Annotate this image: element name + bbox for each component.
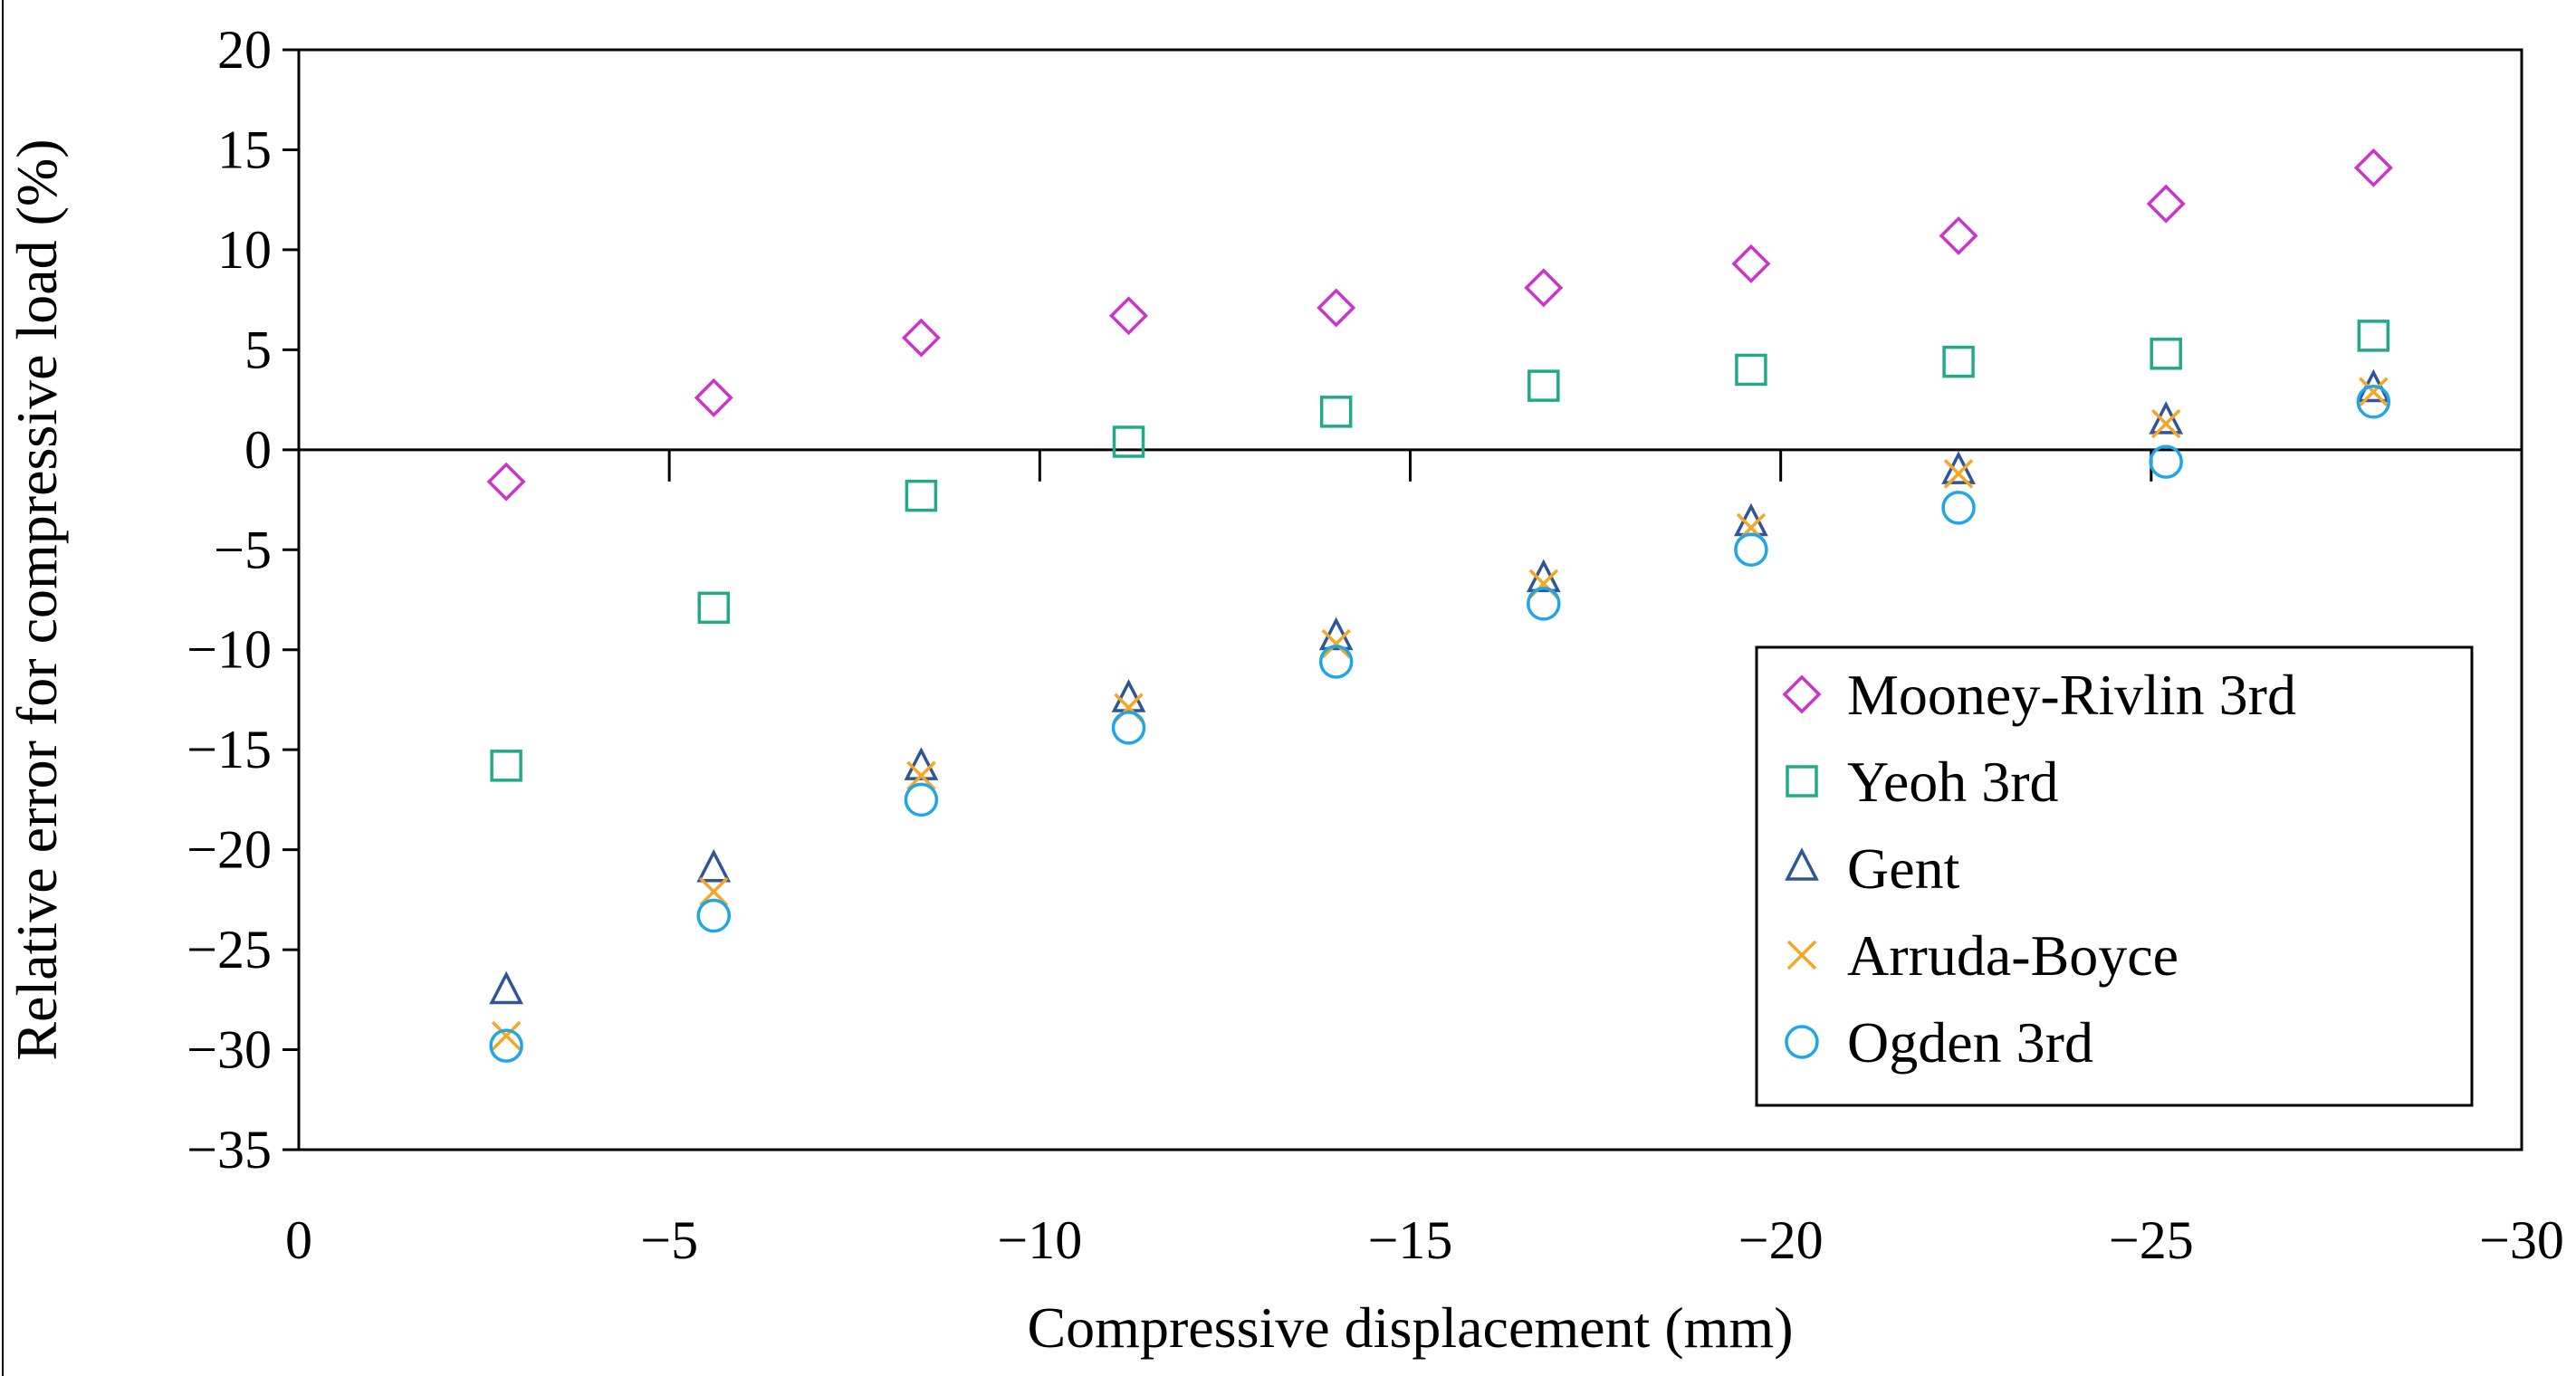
y-tick-label: −35: [187, 1120, 272, 1180]
legend-marker: [1786, 765, 1818, 798]
data-point: [1941, 491, 1976, 525]
data-point: [1735, 353, 1767, 387]
data-point: [1524, 268, 1564, 308]
legend-item: Mooney-Rivlin 3rd: [1782, 663, 2296, 727]
y-tick-label: −5: [214, 520, 272, 579]
data-markers: [486, 148, 2393, 1063]
y-tick-label: 20: [217, 20, 272, 80]
data-point: [697, 591, 731, 625]
data-point: [1527, 369, 1560, 402]
data-point: [1317, 288, 1356, 328]
data-point: [489, 970, 524, 1005]
x-tick-label: −10: [997, 1210, 1082, 1270]
x-tick-label: −25: [2109, 1210, 2194, 1270]
data-point: [696, 848, 732, 883]
legend-label: Gent: [1847, 836, 1960, 901]
data-point: [694, 377, 733, 417]
data-point: [1109, 296, 1149, 336]
legend-item: Ogden 3rd: [1785, 1010, 2093, 1075]
legend-marker: [1785, 1025, 1819, 1059]
y-tick-label: 10: [217, 220, 272, 280]
y-tick-label: −10: [187, 620, 272, 680]
x-tick-label: −30: [2479, 1210, 2564, 1270]
y-axis-title: Relative error for compressive load (%): [5, 139, 69, 1060]
data-point: [2150, 408, 2181, 439]
legend-label: Yeoh 3rd: [1847, 750, 2059, 814]
y-tick-label: −15: [187, 720, 272, 779]
data-point: [1112, 425, 1145, 458]
data-point: [490, 750, 522, 782]
legend-label: Mooney-Rivlin 3rd: [1847, 663, 2296, 727]
legend: Mooney-Rivlin 3rd Yeoh 3rd Gent Arruda-Boyc…: [1755, 645, 2474, 1107]
data-point: [904, 782, 939, 817]
data-point: [2359, 377, 2389, 406]
x-tick-label: 0: [285, 1210, 312, 1270]
legend-label: Arruda-Boyce: [1847, 923, 2179, 988]
y-axis: 20 15 10 5 0 −5 −10 −15 −20 −25 −30 −35: [187, 20, 299, 1180]
series-ogden-3rd: [489, 385, 2391, 1063]
y-tick-label: 15: [217, 119, 272, 179]
data-point: [2356, 385, 2391, 419]
data-point: [1111, 679, 1146, 712]
y-tick-label: −30: [187, 1020, 272, 1080]
data-point: [699, 876, 729, 907]
data-point: [906, 760, 936, 791]
data-point: [1942, 345, 1975, 378]
y-tick-label: 0: [244, 420, 272, 480]
data-point: [1943, 459, 1974, 489]
data-point: [1319, 396, 1353, 428]
legend-label: Ogden 3rd: [1847, 1010, 2093, 1075]
data-point: [905, 479, 938, 512]
y-tick-label: 5: [244, 320, 272, 379]
x-tick-label: −15: [1368, 1210, 1453, 1270]
y-tick-label: −20: [187, 820, 272, 880]
x-tick-label: −5: [640, 1210, 698, 1270]
x-axis-title: Compressive displacement (mm): [1027, 1295, 1793, 1360]
data-point: [2146, 184, 2186, 224]
data-point: [1939, 215, 1978, 255]
data-point: [491, 1020, 522, 1051]
series-mooney-rivlin-3rd: [486, 148, 2393, 502]
legend-item: Arruda-Boyce: [1786, 923, 2179, 988]
x-tick-label: −20: [1738, 1210, 1824, 1270]
data-point: [489, 1028, 523, 1063]
data-point: [486, 462, 526, 502]
data-point: [1731, 244, 1771, 283]
data-point: [1527, 587, 1561, 621]
plot-frame: [297, 48, 2523, 1151]
data-point: [2353, 148, 2393, 187]
data-point: [2149, 444, 2183, 479]
legend-box: [1755, 645, 2474, 1107]
data-point: [696, 898, 732, 933]
data-point: [1318, 645, 1354, 679]
data-point: [1321, 628, 1351, 659]
data-point: [904, 747, 939, 780]
data-point: [2357, 320, 2390, 352]
legend-marker: [1785, 847, 1819, 881]
legend-item: Yeoh 3rd: [1786, 750, 2059, 814]
legend-marker: [1786, 940, 1817, 970]
series-yeoh-3rd: [490, 320, 2390, 782]
y-tick-label: −25: [187, 920, 272, 979]
data-point: [2150, 338, 2182, 370]
data-point: [1111, 711, 1146, 745]
data-point: [901, 318, 941, 358]
data-point: [1734, 532, 1768, 568]
legend-item: Gent: [1785, 836, 1960, 901]
legend-marker: [1782, 674, 1822, 714]
